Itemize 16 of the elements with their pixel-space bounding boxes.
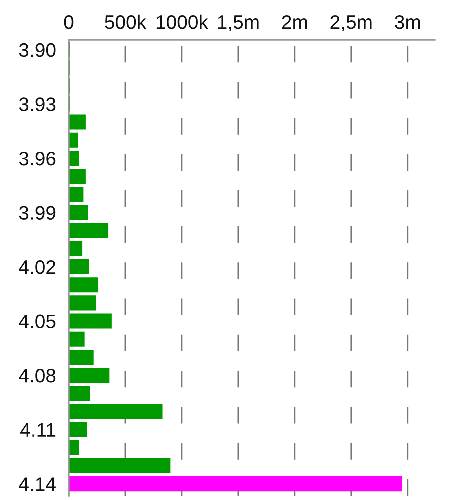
y-tick-label: 4.05 xyxy=(19,314,56,329)
y-tick-label: 4.14 xyxy=(19,478,56,492)
y-tick-label: 4.11 xyxy=(20,423,56,437)
y-tick-label: 4.08 xyxy=(19,369,56,383)
x-tick-label: 500k xyxy=(105,14,147,30)
y-tick-label: 3.93 xyxy=(19,98,56,112)
y-tick-label: 3.99 xyxy=(19,206,56,220)
x-tick-label: 2,5m xyxy=(330,15,372,32)
y-tick-label: 3.90 xyxy=(19,43,56,58)
y-tick-label: 3.96 xyxy=(19,152,56,166)
x-tick-label: 2m xyxy=(282,15,308,30)
y-tick-label: 4.02 xyxy=(19,260,56,274)
x-tick-label: 1,5m xyxy=(218,16,259,32)
x-tick-label: 0 xyxy=(64,15,74,30)
x-tick-label: 3m xyxy=(395,15,420,30)
x-tick-label: 1000k xyxy=(156,14,208,30)
